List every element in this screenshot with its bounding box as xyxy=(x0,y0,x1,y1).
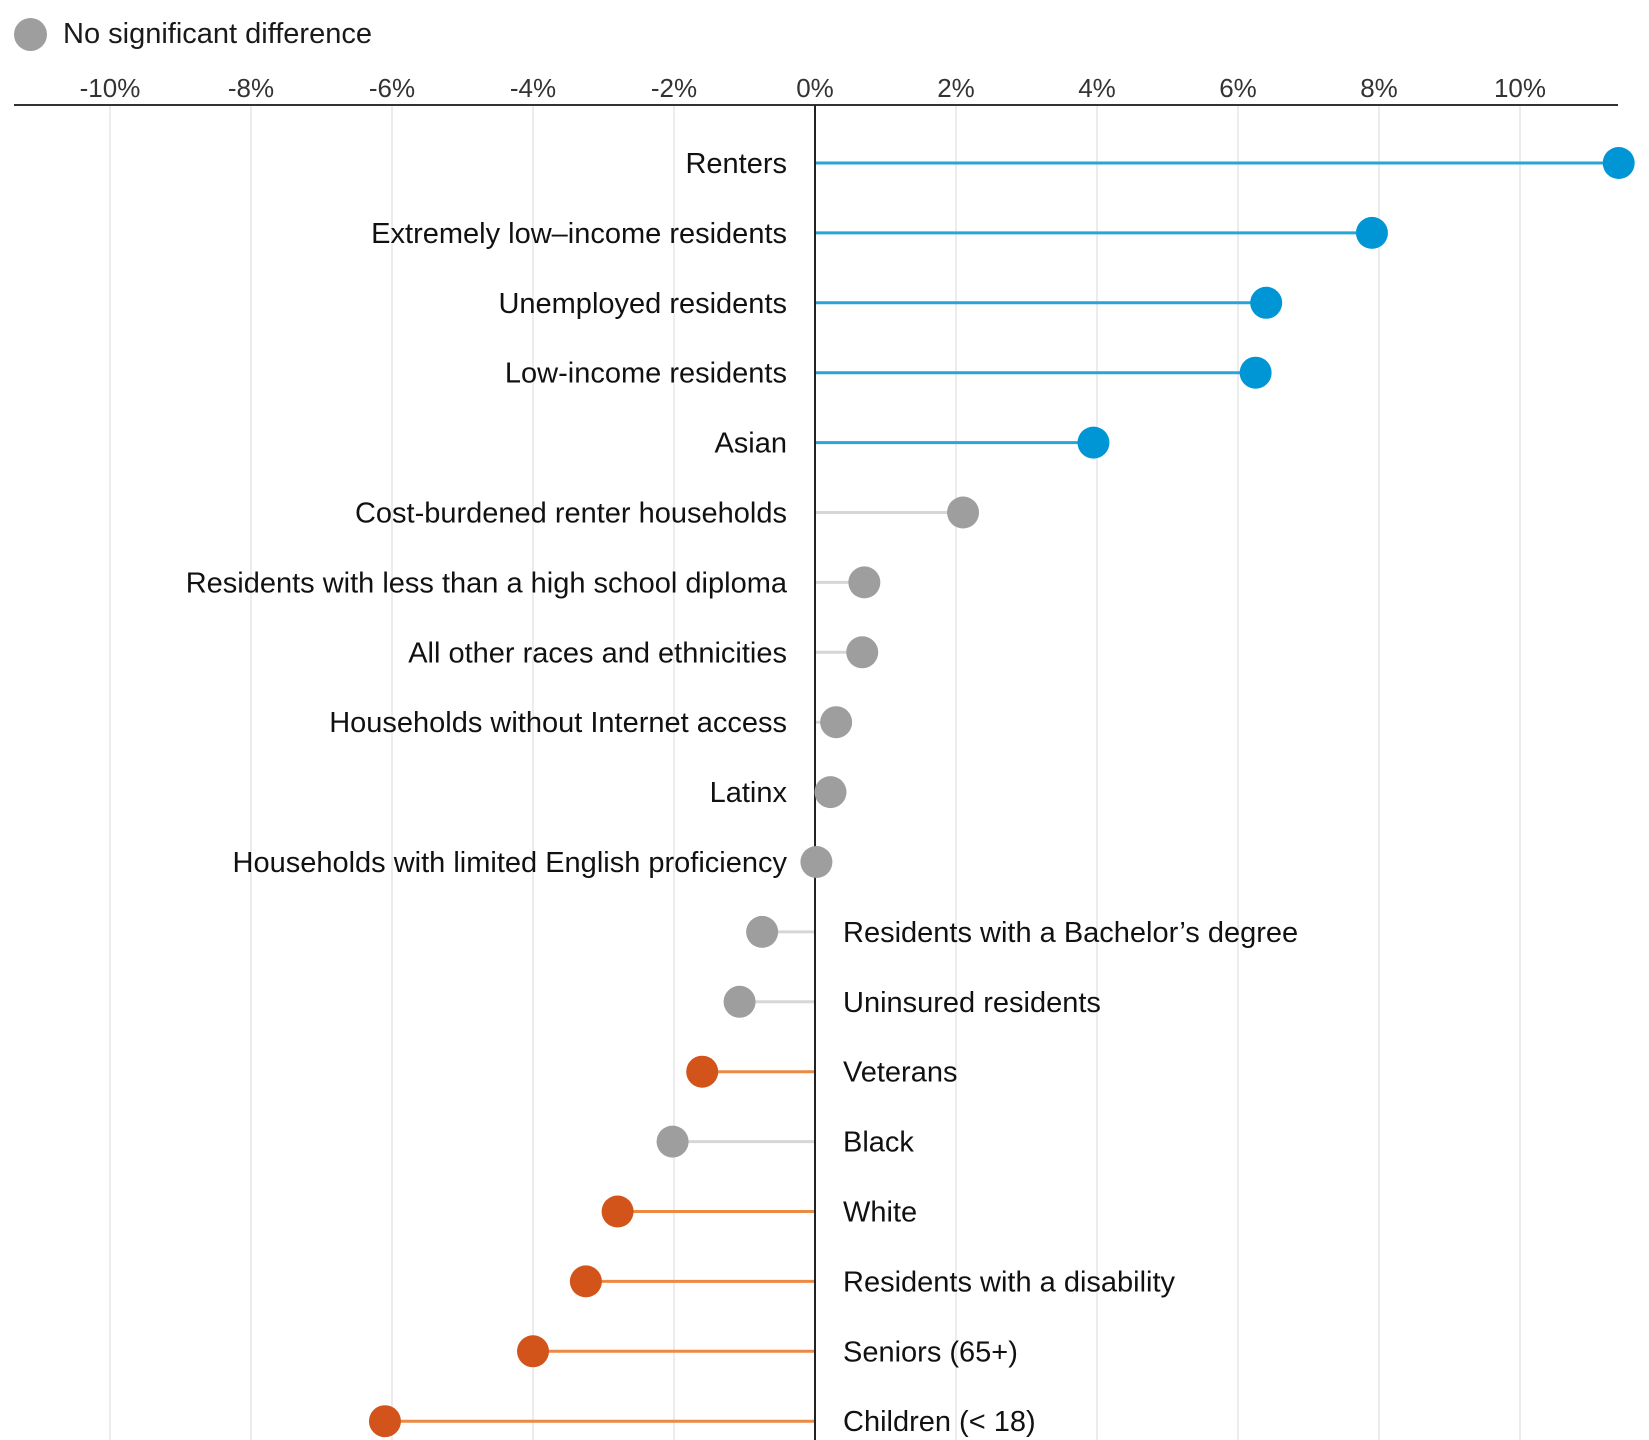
category-label: Residents with a Bachelor’s degree xyxy=(843,917,1298,949)
data-point xyxy=(368,1405,401,1438)
data-point xyxy=(1250,286,1283,319)
category-label: Renters xyxy=(685,148,787,180)
data-point xyxy=(723,985,756,1018)
legend-label: No significant difference xyxy=(63,17,372,50)
data-point xyxy=(601,1195,634,1228)
x-tick-label: -8% xyxy=(228,73,274,103)
legend: No significant difference xyxy=(14,14,372,54)
data-point xyxy=(569,1265,602,1298)
data-point xyxy=(820,706,853,739)
x-tick-label: -6% xyxy=(369,73,415,103)
x-tick-label: -10% xyxy=(80,73,141,103)
x-tick-label: 4% xyxy=(1078,73,1116,103)
data-point xyxy=(686,1055,719,1088)
category-label: Black xyxy=(843,1127,914,1159)
x-tick-label: 0% xyxy=(796,73,834,103)
category-label: All other races and ethnicities xyxy=(408,637,787,669)
category-label: Cost-burdened renter households xyxy=(355,498,787,530)
category-label: Households without Internet access xyxy=(329,707,787,739)
category-label: Residents with a disability xyxy=(843,1266,1176,1298)
data-point xyxy=(814,776,847,809)
category-label: Low-income residents xyxy=(505,358,787,390)
data-point xyxy=(947,496,980,529)
category-label: Latinx xyxy=(710,777,788,809)
category-label: Households with limited English proficie… xyxy=(233,847,788,879)
category-label: Seniors (65+) xyxy=(843,1336,1018,1368)
category-label: White xyxy=(843,1197,917,1229)
data-point xyxy=(746,915,779,948)
data-point xyxy=(656,1125,689,1158)
category-label: Uninsured residents xyxy=(843,987,1101,1019)
category-label: Veterans xyxy=(843,1057,957,1089)
data-point xyxy=(800,846,833,878)
category-label: Residents with less than a high school d… xyxy=(186,567,788,599)
x-tick-label: 10% xyxy=(1494,73,1546,103)
category-label: Extremely low–income residents xyxy=(371,218,787,250)
x-tick-label: 2% xyxy=(937,73,975,103)
data-point xyxy=(1077,426,1110,459)
data-point xyxy=(1239,356,1272,389)
data-point xyxy=(1355,216,1388,249)
category-label: Children (< 18) xyxy=(843,1406,1036,1438)
legend-swatch-icon xyxy=(14,17,47,51)
x-tick-label: 6% xyxy=(1219,73,1257,103)
category-label: Asian xyxy=(714,428,787,460)
x-tick-label: -2% xyxy=(651,73,697,103)
x-tick-label: 8% xyxy=(1360,73,1398,103)
data-point xyxy=(517,1335,549,1368)
data-point xyxy=(846,636,879,669)
data-point xyxy=(848,566,881,599)
category-label: Unemployed residents xyxy=(498,288,787,320)
data-point xyxy=(1602,147,1635,179)
x-tick-label: -4% xyxy=(510,73,556,103)
